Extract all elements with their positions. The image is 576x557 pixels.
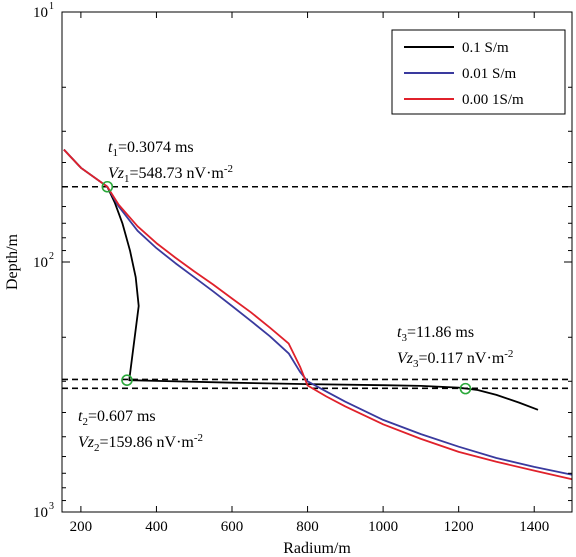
legend: 0.1 S/m 0.01 S/m 0.00 1S/m bbox=[391, 29, 566, 115]
annotation-t1-vz: Vz1=548.73 nV·m-2 bbox=[108, 163, 233, 185]
annotation-t2-vz: Vz2=159.86 nV·m-2 bbox=[78, 432, 203, 454]
x-tick-label-4: 1000 bbox=[368, 519, 398, 535]
series-line-0 bbox=[63, 148, 539, 411]
y-tick-label-1: 102 bbox=[33, 251, 54, 271]
marker-1 bbox=[121, 374, 133, 386]
annotation-t1-time: t1=0.3074 ms bbox=[108, 139, 194, 159]
y-tick-label-2: 103 bbox=[33, 501, 54, 521]
annotation-t3: t3=11.86 ms Vz3=0.117 nV·m-2 bbox=[397, 324, 513, 370]
x-tick-label-2: 600 bbox=[221, 519, 244, 535]
marker-0 bbox=[101, 180, 114, 193]
series-group bbox=[63, 148, 573, 481]
y-tick-label-0: 101 bbox=[33, 1, 54, 21]
x-axis-title: Radium/m bbox=[283, 540, 351, 557]
legend-label-1: 0.01 S/m bbox=[462, 66, 517, 82]
annotation-t2-time: t2=0.607 ms bbox=[78, 408, 156, 428]
legend-label-2: 0.00 1S/m bbox=[462, 92, 524, 108]
series-line-2 bbox=[63, 148, 573, 481]
marker-group bbox=[101, 180, 472, 395]
x-tick-label-5: 1200 bbox=[444, 519, 474, 535]
marker-2 bbox=[459, 382, 472, 395]
annotation-t1: t1=0.3074 ms Vz1=548.73 nV·m-2 bbox=[108, 139, 233, 185]
axis-ticks: 200 400 600 800 1000 1200 1400 101 102 103 bbox=[33, 1, 572, 535]
reference-lines bbox=[62, 185, 572, 390]
annotation-t3-time: t3=11.86 ms bbox=[397, 324, 474, 344]
annotation-t3-vz: Vz3=0.117 nV·m-2 bbox=[397, 348, 513, 370]
annotation-t2: t2=0.607 ms Vz2=159.86 nV·m-2 bbox=[78, 408, 203, 454]
y-axis-title: Depth/m bbox=[4, 233, 21, 290]
legend-label-0: 0.1 S/m bbox=[462, 40, 509, 56]
x-tick-label-6: 1400 bbox=[519, 519, 549, 535]
series-line-1 bbox=[63, 148, 573, 476]
x-tick-label-1: 400 bbox=[145, 519, 168, 535]
x-tick-label-0: 200 bbox=[70, 519, 93, 535]
x-tick-label-3: 800 bbox=[296, 519, 319, 535]
